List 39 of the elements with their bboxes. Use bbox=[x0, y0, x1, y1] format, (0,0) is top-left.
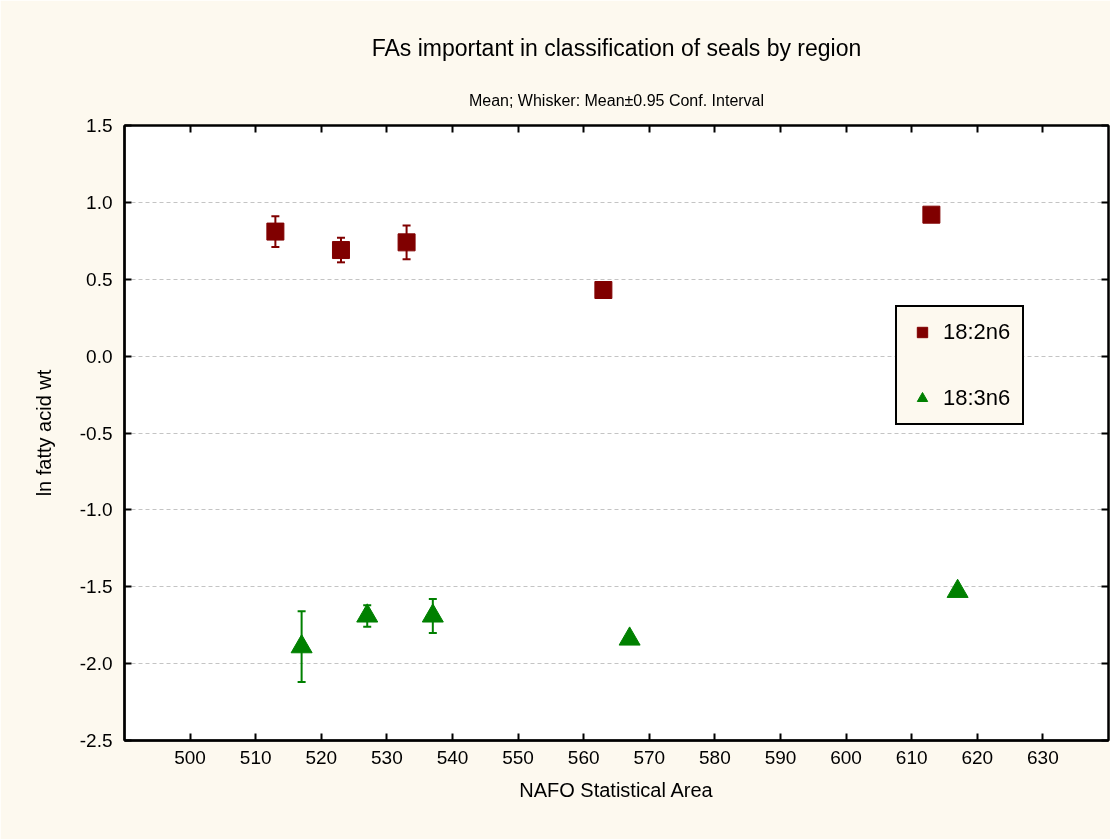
x-tick-label: 580 bbox=[699, 746, 731, 768]
y-tick-label: -2.5 bbox=[79, 730, 113, 751]
y-tick-label: 0.0 bbox=[86, 345, 113, 367]
y-axis-title: ln fatty acid wt bbox=[32, 369, 55, 497]
point bbox=[618, 626, 641, 646]
point bbox=[421, 603, 444, 623]
point bbox=[356, 603, 379, 623]
x-tick-label: 520 bbox=[305, 746, 338, 768]
chart-title: FAs important in classification of seals by region bbox=[371, 34, 862, 61]
x-axis-title: NAFO Statistical Area bbox=[519, 778, 714, 801]
y-tick-label: 0.5 bbox=[86, 268, 113, 290]
x-tick-label: 610 bbox=[895, 746, 928, 768]
y-tick-label: 1.5 bbox=[86, 115, 113, 136]
x-tick-label: 540 bbox=[436, 746, 469, 768]
point bbox=[331, 241, 350, 260]
x-tick-label: 530 bbox=[371, 746, 403, 768]
y-tick-label: -0.5 bbox=[79, 422, 113, 444]
x-tick-label: 630 bbox=[1027, 746, 1059, 768]
x-tick-label: 570 bbox=[633, 746, 666, 768]
point bbox=[397, 233, 416, 252]
x-tick-label: 550 bbox=[502, 746, 534, 768]
y-tick-label: -2.0 bbox=[79, 653, 113, 675]
x-tick-label: 600 bbox=[830, 746, 862, 768]
y-tick-label: -1.0 bbox=[79, 499, 113, 521]
x-tick-label: 560 bbox=[567, 746, 600, 768]
point bbox=[290, 634, 313, 654]
legend-label: 18:3n6 bbox=[943, 385, 1011, 411]
point bbox=[594, 281, 613, 300]
x-tick-label: 590 bbox=[764, 746, 797, 768]
chart-subtitle: Mean; Whisker: Mean±0.95 Conf. Interval bbox=[468, 91, 765, 109]
legend-label: 18:2n6 bbox=[943, 319, 1011, 345]
y-tick-label: -1.5 bbox=[79, 576, 113, 598]
x-tick-label: 620 bbox=[961, 746, 994, 768]
point bbox=[922, 205, 941, 224]
x-tick-label: 500 bbox=[174, 746, 206, 768]
point bbox=[946, 578, 969, 598]
x-tick-label: 510 bbox=[239, 746, 272, 768]
point bbox=[266, 222, 285, 241]
y-tick-label: 1.0 bbox=[86, 191, 113, 213]
